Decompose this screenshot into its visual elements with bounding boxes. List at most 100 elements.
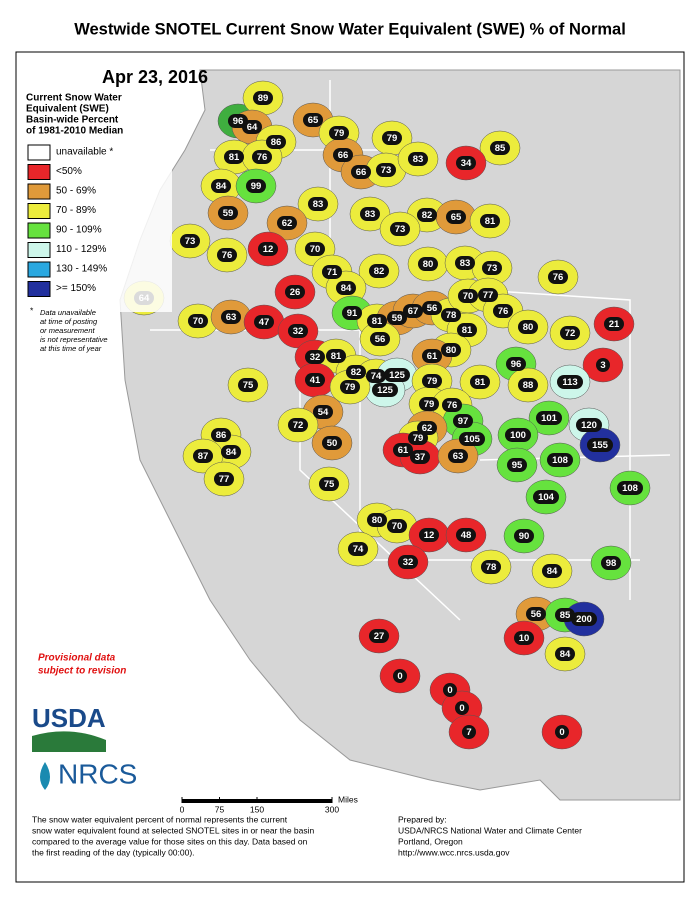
basin-label-bg — [188, 314, 208, 328]
basin-value: 125 — [377, 385, 394, 396]
date: Apr 23, 2016 — [102, 67, 208, 87]
basin-label-bg — [457, 323, 477, 337]
basin-value: 21 — [609, 319, 620, 330]
basin-value: 47 — [259, 317, 270, 328]
basin-label-bg — [369, 629, 389, 643]
basin-value: 81 — [462, 325, 473, 336]
basin-label-bg — [214, 472, 234, 486]
basin-value: 12 — [424, 530, 435, 541]
basin-value: 96 — [233, 116, 244, 127]
basin-label-bg — [576, 418, 602, 432]
scale-label: 0 — [180, 804, 185, 814]
basin-value: 76 — [257, 152, 268, 163]
basin-value: 73 — [185, 236, 196, 247]
basin-label-bg — [217, 248, 237, 262]
basin-label-bg — [308, 197, 328, 211]
basin-label-bg — [288, 324, 308, 338]
basin-value: 105 — [464, 434, 481, 445]
basin-value: 75 — [243, 380, 254, 391]
legend-label: 110 - 129% — [56, 244, 107, 255]
basin-value: 77 — [483, 290, 494, 301]
prepared-line: USDA/NRCS National Water and Climate Cen… — [398, 825, 582, 835]
basin-value: 73 — [381, 165, 392, 176]
basin-value: 32 — [293, 326, 304, 337]
basin-value: 83 — [313, 199, 324, 210]
basin-label-bg — [422, 374, 442, 388]
legend-swatch — [27, 203, 51, 219]
legend-label: 130 - 149% — [56, 264, 107, 275]
basin-label-bg — [242, 120, 262, 134]
basin-label-bg — [390, 222, 410, 236]
note: at this time of year — [40, 344, 102, 353]
basin-value: 101 — [541, 413, 558, 424]
basin-label-bg — [366, 369, 386, 383]
basin-label-bg — [369, 264, 389, 278]
basin-value: 81 — [485, 216, 496, 227]
basin-value: 98 — [606, 558, 617, 569]
basin-label-bg — [481, 560, 501, 574]
basin-label-bg — [548, 270, 568, 284]
basin-value: 0 — [447, 685, 452, 696]
basin-value: 50 — [327, 438, 338, 449]
basin-value: 75 — [324, 479, 335, 490]
basin-label-bg — [221, 445, 241, 459]
basin-label-bg — [557, 375, 583, 389]
basin-value: 82 — [422, 210, 433, 221]
basin-label-bg — [555, 608, 575, 622]
basin-value: 113 — [562, 377, 577, 388]
note: is not representative — [40, 335, 108, 344]
basin-label-bg — [322, 265, 342, 279]
basin-value: 89 — [258, 93, 269, 104]
basin-label-bg — [478, 288, 498, 302]
basin-label-bg — [351, 165, 371, 179]
basin-label-bg — [319, 477, 339, 491]
basin-value: 91 — [347, 308, 358, 319]
legend-swatch — [27, 164, 51, 180]
legend-swatch — [27, 242, 51, 258]
basin-label-bg — [367, 314, 387, 328]
basin-value: 64 — [247, 122, 258, 133]
basin-label-bg — [333, 148, 353, 162]
basin-label-bg — [453, 414, 473, 428]
basin-label-bg — [455, 701, 469, 715]
basin-value: 80 — [372, 515, 383, 526]
basin-value: 7 — [466, 727, 471, 738]
basin-label-bg — [238, 378, 258, 392]
basin-label-bg — [560, 326, 580, 340]
basin-value: 81 — [229, 152, 240, 163]
basin-value: 54 — [318, 407, 329, 418]
basin-label-bg — [252, 150, 272, 164]
basin-label-bg — [266, 135, 286, 149]
basin-label-bg — [408, 152, 428, 166]
basin-value: 85 — [495, 143, 506, 154]
basin-value: 63 — [226, 312, 237, 323]
footnote-line: the first reading of the day (typically … — [32, 847, 195, 857]
basin-label-bg — [393, 443, 413, 457]
basin-label-bg — [507, 458, 527, 472]
basin-label-bg — [518, 320, 538, 334]
basin-value: 27 — [374, 631, 385, 642]
basin-value: 87 — [198, 451, 209, 462]
prepared-line: http://www.wcc.nrcs.usda.gov — [398, 847, 510, 857]
basin-value: 80 — [523, 322, 534, 333]
basin-value: 79 — [427, 376, 438, 387]
basin-value: 10 — [519, 633, 530, 644]
basin-value: 95 — [512, 460, 523, 471]
basin-label-bg — [490, 141, 510, 155]
basin-value: 84 — [216, 181, 227, 192]
basin-value: 76 — [553, 272, 564, 283]
basin-label-bg — [419, 397, 439, 411]
legend-swatch — [27, 222, 51, 239]
basin-label-bg — [254, 315, 274, 329]
basin-value: 155 — [592, 440, 609, 451]
nrcs-drop — [40, 762, 50, 790]
basin-value: 71 — [327, 267, 338, 278]
basin-value: 32 — [403, 557, 414, 568]
basin-value: 86 — [216, 430, 227, 441]
basin-label-bg — [542, 564, 562, 578]
basin-value: 78 — [446, 310, 457, 321]
prepared-line: Portland, Oregon — [398, 836, 463, 846]
basin-label-bg — [342, 306, 362, 320]
basin-label-bg — [456, 528, 476, 542]
